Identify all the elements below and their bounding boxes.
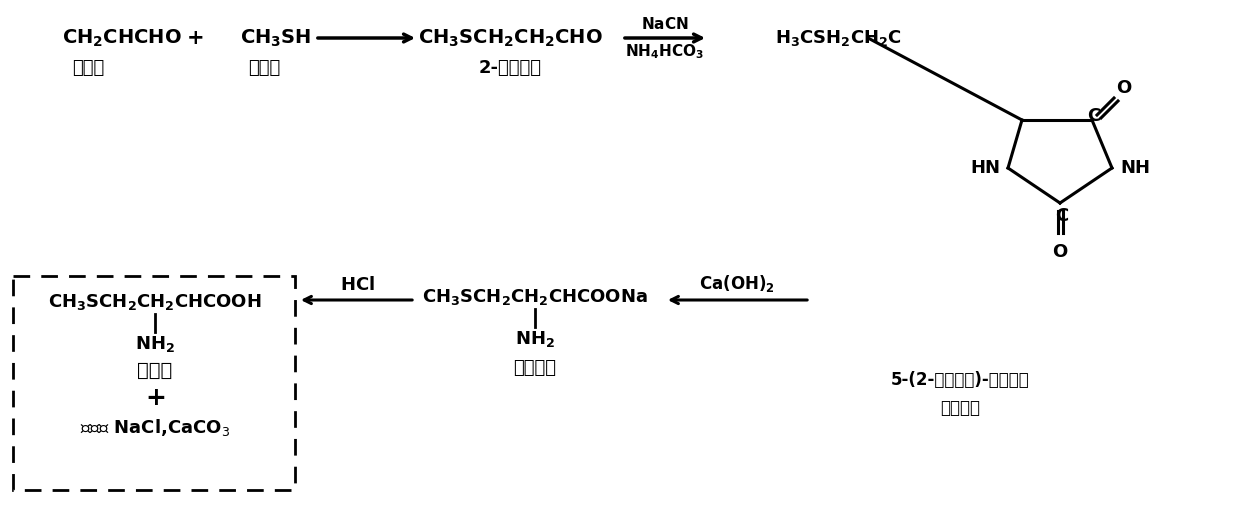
Text: $\mathbf{NaCN}$: $\mathbf{NaCN}$	[641, 16, 688, 32]
Text: 副产品 NaCl,CaCO$_3$: 副产品 NaCl,CaCO$_3$	[79, 418, 231, 438]
Text: $\mathbf{Ca(OH)_2}$: $\mathbf{Ca(OH)_2}$	[699, 274, 775, 294]
Text: 甲硫醇: 甲硫醇	[248, 59, 280, 77]
Text: 2-甲硫丙醛: 2-甲硫丙醛	[479, 59, 542, 77]
Text: （海因）: （海因）	[940, 399, 980, 417]
Text: HN: HN	[970, 159, 999, 177]
Text: $\mathbf{CH_3SCH_2CH_2CHCOOH}$: $\mathbf{CH_3SCH_2CH_2CHCOOH}$	[48, 292, 262, 312]
Text: $\mathbf{CH_3SCH_2CH_2CHO}$: $\mathbf{CH_3SCH_2CH_2CHO}$	[418, 28, 603, 49]
Text: $\mathbf{NH_2}$: $\mathbf{NH_2}$	[135, 334, 175, 354]
Text: $\mathbf{CH_2CHCHO}$: $\mathbf{CH_2CHCHO}$	[62, 28, 182, 49]
Text: C: C	[1055, 207, 1069, 225]
Text: 5-(2-甲硫乙基)-乙内酰脲: 5-(2-甲硫乙基)-乙内酰脲	[890, 371, 1029, 389]
Text: C: C	[1087, 107, 1101, 125]
FancyBboxPatch shape	[12, 276, 295, 490]
Text: NH: NH	[1120, 159, 1149, 177]
Text: $\mathbf{NH_2}$: $\mathbf{NH_2}$	[515, 329, 556, 349]
Text: 丙烯醛: 丙烯醛	[72, 59, 104, 77]
Text: $\mathbf{+}$: $\mathbf{+}$	[145, 386, 165, 410]
Text: O: O	[1116, 79, 1132, 97]
Text: 蛋氨酸: 蛋氨酸	[138, 360, 172, 380]
Text: $\mathbf{HCl}$: $\mathbf{HCl}$	[340, 276, 374, 294]
Text: O: O	[1053, 243, 1068, 261]
Text: $\mathbf{+}$: $\mathbf{+}$	[186, 28, 203, 48]
Text: $\mathbf{CH_3SCH_2CH_2CHCOONa}$: $\mathbf{CH_3SCH_2CH_2CHCOONa}$	[422, 287, 649, 307]
Text: $\mathbf{NH_4HCO_3}$: $\mathbf{NH_4HCO_3}$	[625, 43, 704, 61]
Text: $\mathbf{H_3CSH_2CH_2C}$: $\mathbf{H_3CSH_2CH_2C}$	[775, 28, 901, 48]
Text: 蛋氨酸钠: 蛋氨酸钠	[513, 359, 557, 377]
Text: $\mathbf{CH_3SH}$: $\mathbf{CH_3SH}$	[241, 28, 311, 49]
